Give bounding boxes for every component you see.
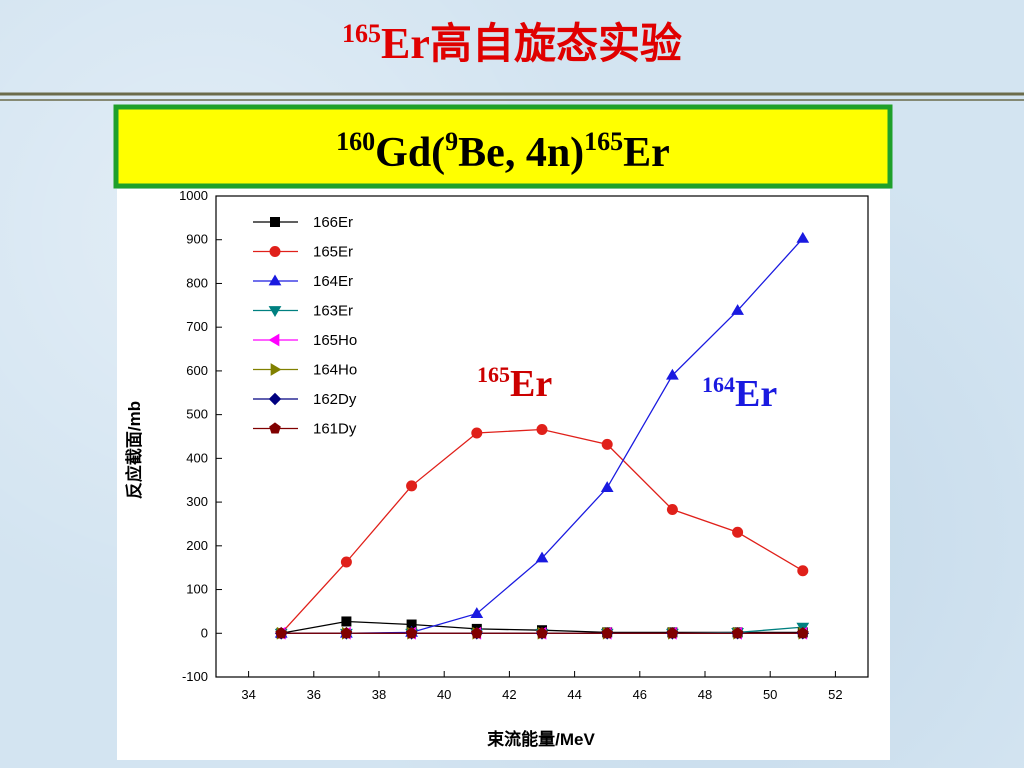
sub-sup: 9 [445, 127, 458, 156]
x-tick-label: 46 [633, 687, 647, 702]
x-tick-label: 42 [502, 687, 516, 702]
x-tick-label: 36 [307, 687, 321, 702]
y-tick-label: 600 [186, 363, 208, 378]
marker [405, 627, 418, 639]
marker [601, 627, 614, 639]
x-tick-label: 44 [567, 687, 581, 702]
annotation: 164Er [702, 372, 777, 415]
marker [536, 424, 548, 436]
sub-text: Be, 4n) [458, 130, 584, 176]
marker [796, 627, 809, 639]
x-axis-label: 束流能量/MeV [487, 729, 595, 749]
plot-frame [215, 195, 869, 678]
marker [471, 427, 483, 439]
legend-marker [268, 333, 280, 347]
marker [666, 504, 678, 516]
title-cjk: 高自旋态实验 [430, 19, 682, 68]
x-tick-label: 38 [372, 687, 386, 702]
legend-label: 164Ho [313, 362, 357, 379]
marker [341, 616, 352, 627]
y-tick-label: 900 [186, 232, 208, 247]
legend-marker [270, 217, 280, 227]
legend-label: 161Dy [313, 421, 357, 438]
marker [275, 627, 288, 639]
annotation-sup: 165 [477, 362, 510, 387]
x-tick-label: 52 [828, 687, 842, 702]
marker [731, 304, 744, 315]
marker [600, 481, 614, 493]
y-tick-label: 1000 [179, 188, 208, 203]
annotation-text: Er [510, 363, 552, 405]
y-tick-label: 100 [186, 582, 208, 597]
marker [535, 551, 549, 563]
legend-label: 166Er [313, 214, 353, 231]
title-main: Er [381, 19, 430, 68]
chart-panel [117, 189, 890, 760]
marker [340, 556, 352, 568]
x-tick-label: 34 [241, 687, 255, 702]
slide-title: 165Er高自旋态实验 [342, 19, 682, 68]
marker [797, 565, 809, 577]
legend-marker [268, 306, 282, 317]
marker [601, 438, 613, 450]
legend-label: 165Er [313, 244, 353, 261]
subtitle-box [113, 104, 893, 189]
sub-text: Gd( [375, 130, 445, 176]
y-tick-label: 700 [186, 319, 208, 334]
marker [796, 231, 810, 243]
legend-label: 165Ho [313, 332, 357, 349]
marker [666, 627, 679, 639]
legend-marker [269, 246, 281, 257]
marker [470, 607, 484, 618]
legend-marker [270, 363, 282, 376]
marker [536, 627, 548, 639]
y-tick-label: 500 [186, 407, 208, 422]
y-tick-label: -100 [182, 669, 208, 684]
y-tick-label: 800 [186, 275, 208, 290]
sub-sup: 165 [584, 127, 623, 156]
legend-marker [268, 392, 282, 406]
x-tick-label: 48 [698, 687, 712, 702]
marker [470, 627, 483, 639]
legend-marker [269, 422, 281, 434]
marker [731, 627, 744, 639]
legend-marker [268, 274, 282, 286]
y-tick-label: 200 [186, 538, 208, 553]
title-sup: 165 [342, 19, 381, 48]
annotation-sup: 164 [702, 372, 735, 397]
legend-label: 164Er [313, 273, 353, 290]
x-tick-label: 40 [437, 687, 451, 702]
marker [666, 368, 679, 380]
marker [406, 480, 418, 492]
marker [340, 627, 353, 639]
y-axis-label: 反应截面/mb [124, 401, 144, 499]
legend-label: 163Er [313, 303, 353, 320]
y-tick-label: 400 [186, 450, 208, 465]
marker [732, 526, 744, 538]
legend-label: 162Dy [313, 391, 357, 408]
sub-text: Er [623, 130, 670, 176]
x-tick-label: 50 [763, 687, 777, 702]
annotation: 165Er [477, 362, 552, 405]
sub-sup: 160 [336, 127, 375, 156]
annotation-text: Er [735, 373, 777, 415]
y-tick-label: 300 [186, 494, 208, 509]
y-tick-label: 0 [201, 625, 208, 640]
subtitle: 160Gd(9Be, 4n)165Er [336, 127, 670, 176]
